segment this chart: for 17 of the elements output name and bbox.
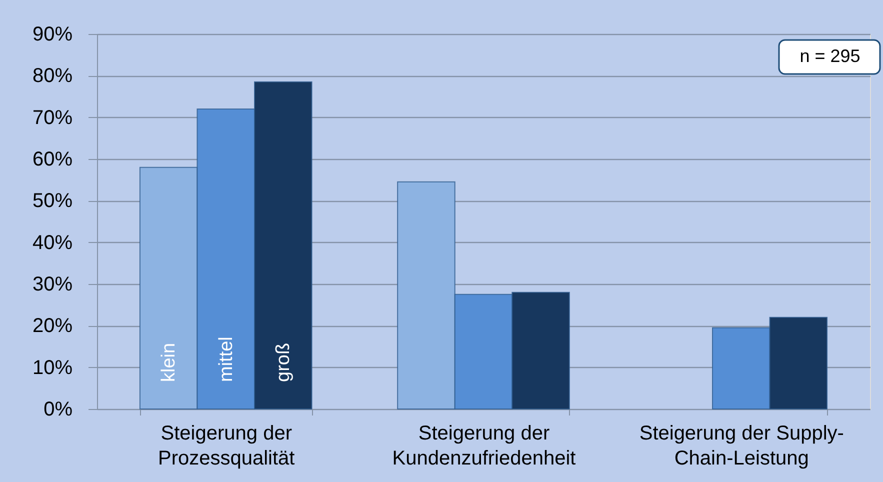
y-tick-label: 90% bbox=[32, 24, 73, 46]
y-tick-label: 50% bbox=[32, 190, 73, 212]
series-label: klein bbox=[158, 342, 180, 382]
y-tick-label: 20% bbox=[32, 315, 73, 338]
y-tick-label: 80% bbox=[32, 65, 73, 88]
x-tick-label: Steigerung der Prozessqualität bbox=[158, 422, 296, 470]
y-tick-label: 70% bbox=[32, 106, 73, 129]
y-tick-label: 10% bbox=[32, 356, 73, 379]
y-tick-label: 0% bbox=[44, 398, 73, 420]
annotation: n = 295 bbox=[800, 46, 860, 66]
series-label: mittel bbox=[216, 336, 237, 382]
x-tick-label: Steigerung der Kundenzufriedenheit bbox=[392, 422, 576, 470]
y-tick-label: 60% bbox=[32, 148, 73, 170]
x-tick-label: Steigerung der Supply-Chain-Leistung bbox=[639, 422, 844, 470]
series-label: groß bbox=[273, 342, 294, 382]
y-tick-label: 30% bbox=[32, 274, 73, 296]
y-tick-label: 40% bbox=[32, 232, 73, 254]
